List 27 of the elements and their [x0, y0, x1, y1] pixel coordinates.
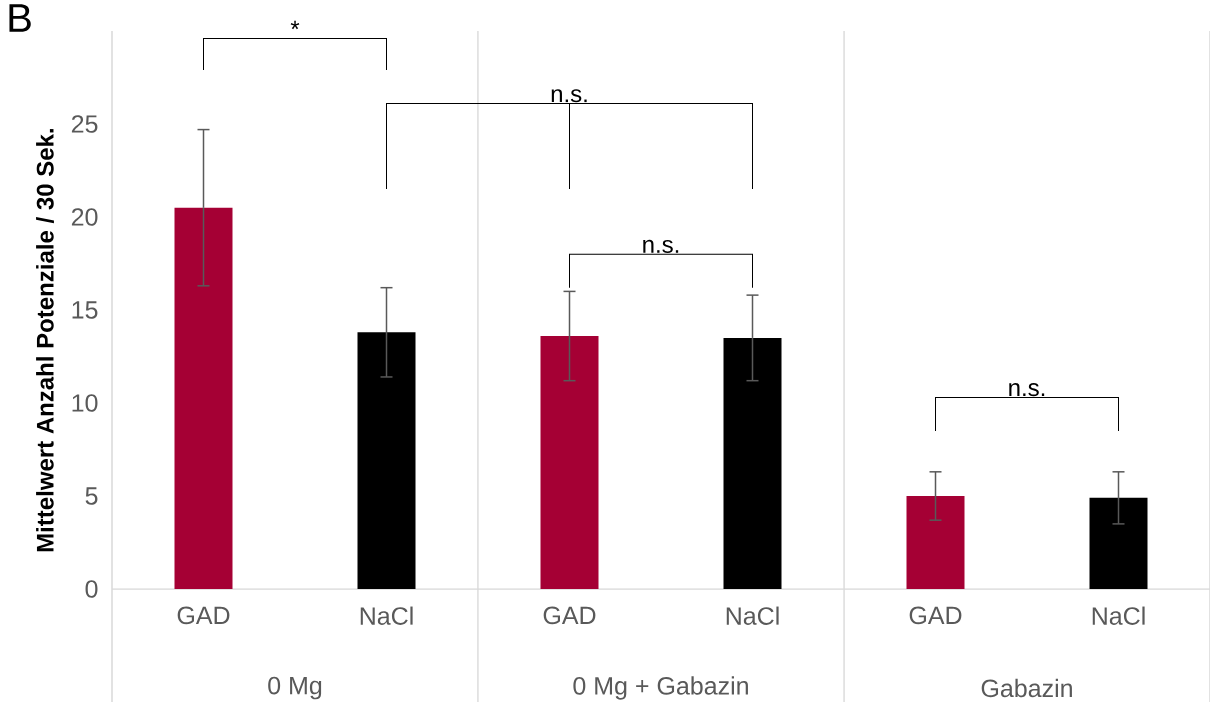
x-tick-label: GAD	[543, 606, 596, 625]
y-tick-label: 20	[71, 208, 98, 226]
bar	[906, 496, 965, 589]
x-tick-label: GAD	[177, 606, 230, 625]
bar	[174, 207, 233, 589]
text: Gabazin	[981, 678, 1072, 698]
chart-title: B	[9, 4, 31, 32]
y-tick-label: 15	[72, 301, 98, 319]
text: *	[290, 20, 300, 30]
y-tick-label: 10	[72, 394, 98, 412]
bar	[357, 332, 416, 589]
bar	[540, 336, 599, 589]
annotation: n.s.	[551, 89, 587, 103]
text: 0 Mg + Gabazin	[573, 676, 748, 700]
x-tick-label: GAD	[909, 606, 962, 625]
annotation: n.s.	[1009, 383, 1045, 397]
y-axis-title: Mittelwert Anzahl Potenziale / 30 Sek.	[36, 129, 54, 552]
text: 0 Mg	[268, 676, 322, 700]
bar	[1089, 497, 1148, 589]
bar	[723, 337, 782, 589]
x-tick-label: NaCl	[1092, 606, 1145, 625]
x-tick-label: NaCl	[726, 606, 779, 625]
y-tick-label: 5	[85, 487, 98, 505]
y-tick-label: 0	[85, 580, 98, 598]
annotation: n.s.	[643, 239, 679, 253]
y-tick-label: 25	[71, 115, 98, 133]
x-tick-label: NaCl	[360, 606, 413, 625]
